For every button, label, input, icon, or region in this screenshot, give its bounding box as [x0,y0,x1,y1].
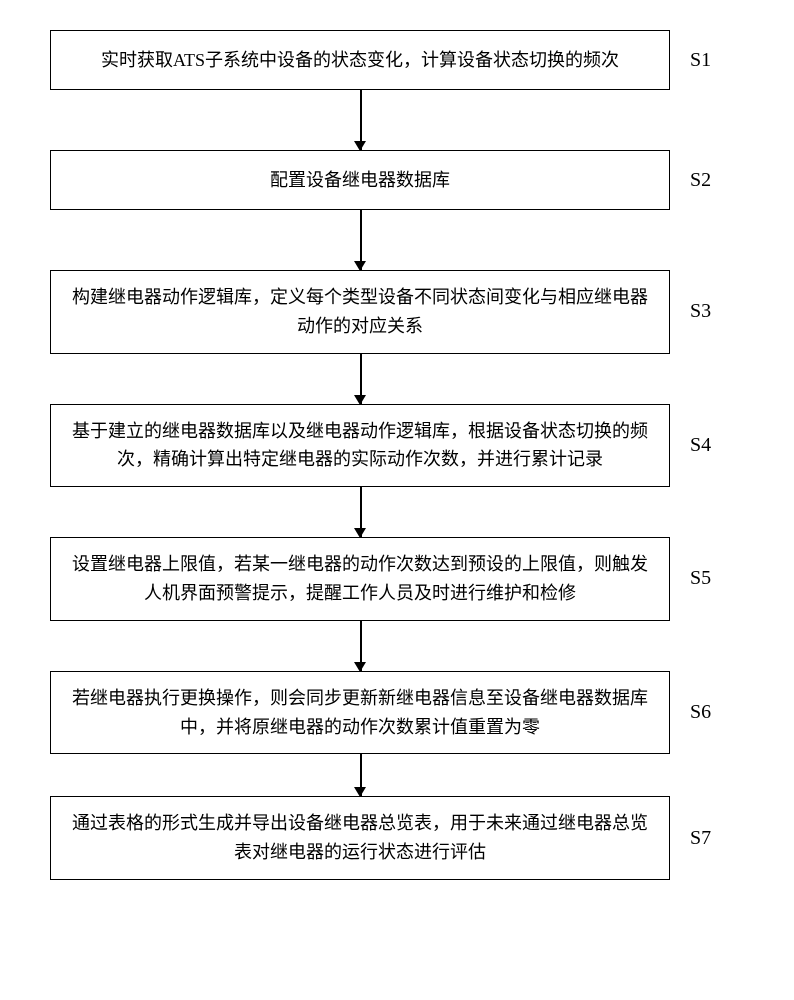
step-row-s2: 配置设备继电器数据库 S2 [50,150,750,210]
step-row-s7: 通过表格的形式生成并导出设备继电器总览表，用于未来通过继电器总览表对继电器的运行… [50,796,750,880]
arrow-s5-to-s6 [50,621,670,671]
step-text: 基于建立的继电器数据库以及继电器动作逻辑库，根据设备状态切换的频次，精确计算出特… [71,417,649,475]
step-box-s1: 实时获取ATS子系统中设备的状态变化，计算设备状态切换的频次 [50,30,670,90]
step-label-s3: S3 [690,300,711,323]
step-row-s5: 设置继电器上限值，若某一继电器的动作次数达到预设的上限值，则触发人机界面预警提示… [50,537,750,621]
step-text: 若继电器执行更换操作，则会同步更新新继电器信息至设备继电器数据库中，并将原继电器… [71,684,649,742]
step-box-s3: 构建继电器动作逻辑库，定义每个类型设备不同状态间变化与相应继电器动作的对应关系 [50,270,670,354]
arrow-s1-to-s2 [50,90,670,150]
arrow-s4-to-s5 [50,487,670,537]
step-text: 设置继电器上限值，若某一继电器的动作次数达到预设的上限值，则触发人机界面预警提示… [71,550,649,608]
flowchart-container: 实时获取ATS子系统中设备的状态变化，计算设备状态切换的频次 S1 配置设备继电器数… [50,30,750,880]
arrow-s3-to-s4 [50,354,670,404]
step-box-s6: 若继电器执行更换操作，则会同步更新新继电器信息至设备继电器数据库中，并将原继电器… [50,671,670,755]
step-label-s6: S6 [690,701,711,724]
step-row-s3: 构建继电器动作逻辑库，定义每个类型设备不同状态间变化与相应继电器动作的对应关系 S… [50,270,750,354]
step-row-s4: 基于建立的继电器数据库以及继电器动作逻辑库，根据设备状态切换的频次，精确计算出特… [50,404,750,488]
step-box-s5: 设置继电器上限值，若某一继电器的动作次数达到预设的上限值，则触发人机界面预警提示… [50,537,670,621]
step-label-s5: S5 [690,567,711,590]
step-row-s1: 实时获取ATS子系统中设备的状态变化，计算设备状态切换的频次 S1 [50,30,750,90]
step-label-s2: S2 [690,169,711,192]
arrow-s2-to-s3 [50,210,670,270]
step-label-s1: S1 [690,49,711,72]
step-text: 构建继电器动作逻辑库，定义每个类型设备不同状态间变化与相应继电器动作的对应关系 [71,283,649,341]
step-label-s4: S4 [690,434,711,457]
step-text: 通过表格的形式生成并导出设备继电器总览表，用于未来通过继电器总览表对继电器的运行… [71,809,649,867]
step-box-s4: 基于建立的继电器数据库以及继电器动作逻辑库，根据设备状态切换的频次，精确计算出特… [50,404,670,488]
step-label-s7: S7 [690,827,711,850]
step-row-s6: 若继电器执行更换操作，则会同步更新新继电器信息至设备继电器数据库中，并将原继电器… [50,671,750,755]
step-text: 实时获取ATS子系统中设备的状态变化，计算设备状态切换的频次 [101,46,619,75]
step-text: 配置设备继电器数据库 [270,166,450,195]
step-box-s2: 配置设备继电器数据库 [50,150,670,210]
step-box-s7: 通过表格的形式生成并导出设备继电器总览表，用于未来通过继电器总览表对继电器的运行… [50,796,670,880]
arrow-s6-to-s7 [50,754,670,796]
